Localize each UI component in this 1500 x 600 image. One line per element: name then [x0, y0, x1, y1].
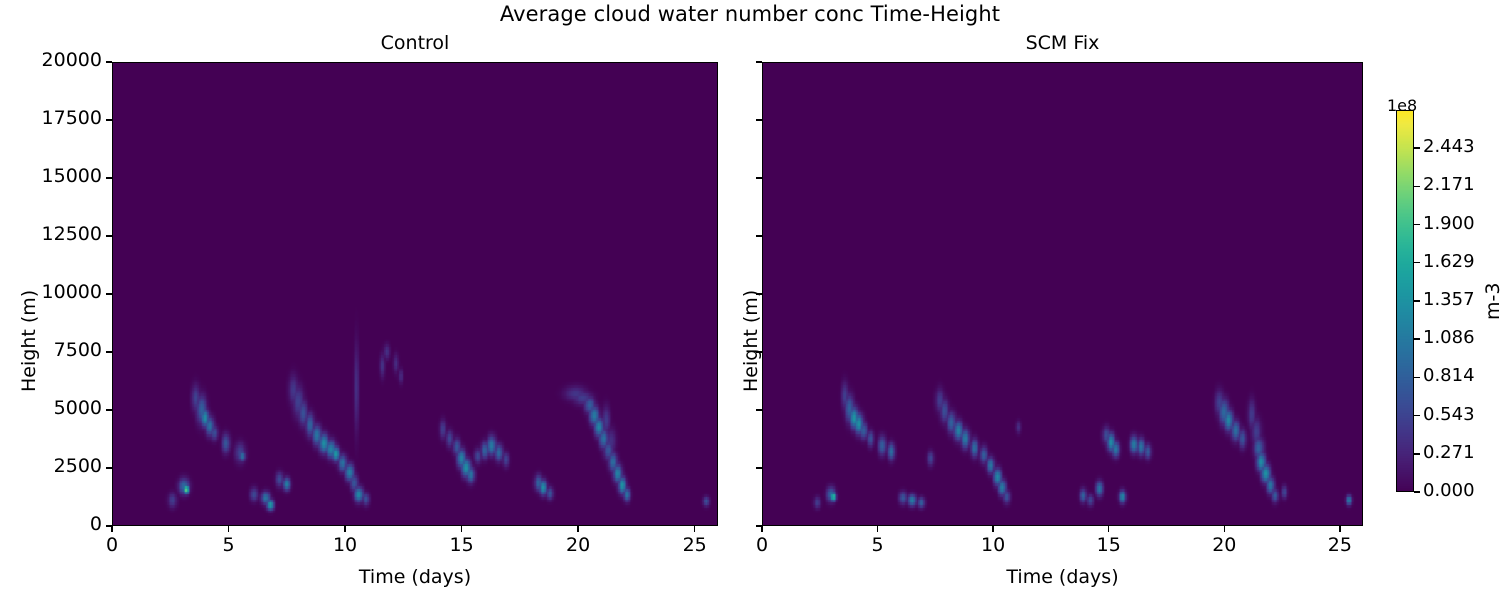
y-tick-label-control-3: 7500	[53, 339, 102, 361]
y-tick-label-control-8: 20000	[41, 49, 102, 71]
x-tick-label-scm-fix-2: 10	[981, 534, 1006, 556]
y-tick-label-control-2: 5000	[53, 397, 102, 419]
y-tickmark-scm-fix-5	[756, 235, 762, 237]
x-tickmark-control-2	[344, 526, 346, 532]
x-tickmark-scm-fix-1	[876, 526, 879, 532]
y-tickmark-scm-fix-1	[756, 467, 762, 469]
y-tick-label-control-0: 0	[89, 513, 102, 535]
y-tickmark-control-7	[106, 119, 112, 121]
colorbar-tick-label-0: 0.000	[1423, 480, 1475, 501]
x-tickmark-control-1	[227, 526, 230, 532]
y-tickmark-scm-fix-7	[756, 119, 762, 121]
y-tickmark-control-5	[106, 235, 112, 237]
y-axis-label-scm-fix: Height (m)	[740, 289, 762, 392]
x-tickmark-control-3	[460, 526, 463, 532]
x-axis-label-scm-fix: Time (days)	[1006, 566, 1119, 588]
x-tick-label-scm-fix-5: 25	[1327, 534, 1352, 556]
x-tickmark-scm-fix-5	[1339, 526, 1341, 532]
x-tick-label-control-1: 5	[222, 534, 235, 556]
y-tickmark-control-1	[106, 467, 112, 469]
x-tick-label-scm-fix-0: 0	[755, 534, 769, 556]
x-tick-label-scm-fix-4: 20	[1212, 534, 1237, 556]
colorbar-tick-label-7: 1.900	[1423, 212, 1475, 234]
y-tickmark-scm-fix-2	[756, 409, 762, 411]
colorbar-tickmark-8	[1414, 185, 1420, 188]
panel-title-scm-fix: SCM Fix	[1025, 32, 1100, 54]
y-tick-label-control-7: 17500	[41, 107, 102, 129]
colorbar-tickmark-9	[1414, 147, 1420, 149]
colorbar-tick-label-1: 0.271	[1423, 441, 1475, 463]
x-tick-label-control-3: 15	[449, 534, 474, 556]
colorbar-tick-label-3: 0.814	[1423, 365, 1475, 387]
y-tick-label-control-1: 2500	[53, 455, 102, 477]
x-tickmark-control-4	[577, 526, 579, 532]
y-tickmark-control-3	[106, 351, 112, 353]
x-tick-label-scm-fix-3: 15	[1096, 534, 1121, 556]
colorbar-tick-label-5: 1.357	[1423, 289, 1475, 310]
heatmap-panel-control[interactable]	[112, 62, 718, 526]
colorbar-tickmark-5	[1414, 300, 1420, 302]
figure-suptitle: Average cloud water number conc Time-Hei…	[499, 2, 1001, 26]
y-tickmark-scm-fix-0	[756, 525, 762, 527]
colorbar-tickmark-7	[1414, 223, 1420, 226]
colorbar-tick-label-4: 1.086	[1423, 327, 1475, 349]
x-tickmark-control-0	[111, 526, 113, 532]
y-tick-label-control-5: 12500	[41, 223, 102, 245]
y-tickmark-control-0	[106, 525, 112, 527]
colorbar-tick-label-2: 0.543	[1423, 403, 1475, 425]
x-tickmark-control-5	[693, 526, 696, 532]
x-tick-label-control-5: 25	[682, 534, 707, 556]
x-tickmark-scm-fix-2	[992, 526, 994, 532]
colorbar-tick-label-6: 1.629	[1423, 250, 1475, 272]
colorbar-tickmark-1	[1414, 453, 1420, 455]
x-axis-label-control: Time (days)	[358, 566, 472, 588]
colorbar-axis-label: m-3	[1482, 282, 1500, 320]
x-tick-label-control-4: 20	[566, 534, 591, 556]
colorbar[interactable]	[1396, 110, 1414, 492]
colorbar-tickmark-4	[1414, 338, 1420, 340]
y-tickmark-control-4	[106, 293, 112, 295]
x-tickmark-scm-fix-3	[1108, 526, 1110, 532]
y-tickmark-scm-fix-3	[756, 351, 762, 353]
colorbar-tick-label-9: 2.443	[1423, 136, 1475, 158]
x-tick-label-control-2: 10	[332, 534, 358, 556]
y-tickmark-scm-fix-4	[756, 293, 762, 295]
y-tickmark-control-6	[106, 177, 112, 179]
heatmap-panel-scm-fix[interactable]	[762, 62, 1363, 526]
x-tickmark-scm-fix-0	[761, 526, 763, 532]
x-tick-label-control-0: 0	[105, 534, 119, 556]
x-tickmark-scm-fix-4	[1223, 526, 1225, 532]
y-tickmark-control-8	[106, 61, 112, 63]
colorbar-tick-label-8: 2.171	[1423, 174, 1475, 196]
colorbar-tickmark-6	[1414, 262, 1420, 264]
y-tickmark-scm-fix-8	[756, 61, 762, 63]
y-tickmark-scm-fix-6	[756, 177, 762, 179]
panel-title-control: Control	[380, 32, 450, 54]
colorbar-tickmark-2	[1414, 414, 1420, 417]
y-tick-label-control-6: 15000	[41, 165, 102, 187]
x-tick-label-scm-fix-1: 5	[871, 534, 884, 556]
y-tick-label-control-4: 10000	[41, 281, 102, 303]
colorbar-tickmark-3	[1414, 376, 1420, 379]
colorbar-tickmark-0	[1414, 491, 1420, 493]
y-tickmark-control-2	[106, 409, 112, 411]
